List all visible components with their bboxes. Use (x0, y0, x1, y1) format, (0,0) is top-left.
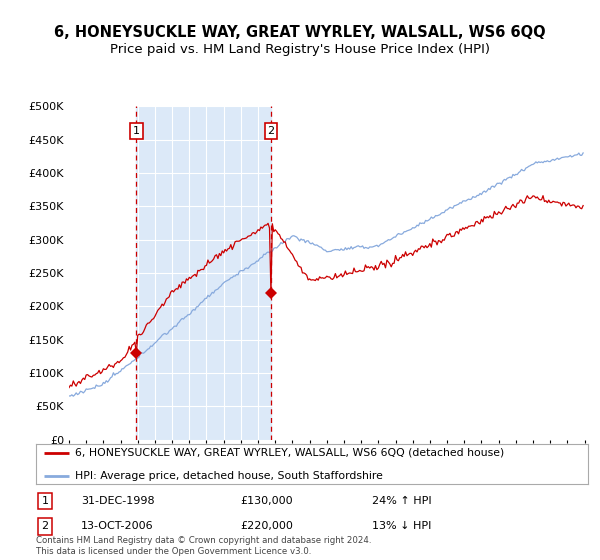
Text: 1: 1 (41, 496, 49, 506)
Bar (136, 106, 271, 440)
Text: £130,000: £130,000 (240, 496, 293, 506)
Text: 2: 2 (41, 521, 49, 531)
Text: 2: 2 (268, 126, 274, 136)
Text: HPI: Average price, detached house, South Staffordshire: HPI: Average price, detached house, Sout… (74, 470, 383, 480)
Text: 6, HONEYSUCKLE WAY, GREAT WYRLEY, WALSALL, WS6 6QQ: 6, HONEYSUCKLE WAY, GREAT WYRLEY, WALSAL… (54, 25, 546, 40)
Text: 24% ↑ HPI: 24% ↑ HPI (372, 496, 431, 506)
Text: 6, HONEYSUCKLE WAY, GREAT WYRLEY, WALSALL, WS6 6QQ (detached house): 6, HONEYSUCKLE WAY, GREAT WYRLEY, WALSAL… (74, 448, 504, 458)
Text: 1: 1 (133, 126, 140, 136)
Text: 31-DEC-1998: 31-DEC-1998 (81, 496, 155, 506)
Text: Price paid vs. HM Land Registry's House Price Index (HPI): Price paid vs. HM Land Registry's House … (110, 43, 490, 56)
Text: £220,000: £220,000 (240, 521, 293, 531)
Text: 13% ↓ HPI: 13% ↓ HPI (372, 521, 431, 531)
Text: Contains HM Land Registry data © Crown copyright and database right 2024.
This d: Contains HM Land Registry data © Crown c… (36, 536, 371, 556)
Text: 13-OCT-2006: 13-OCT-2006 (81, 521, 154, 531)
